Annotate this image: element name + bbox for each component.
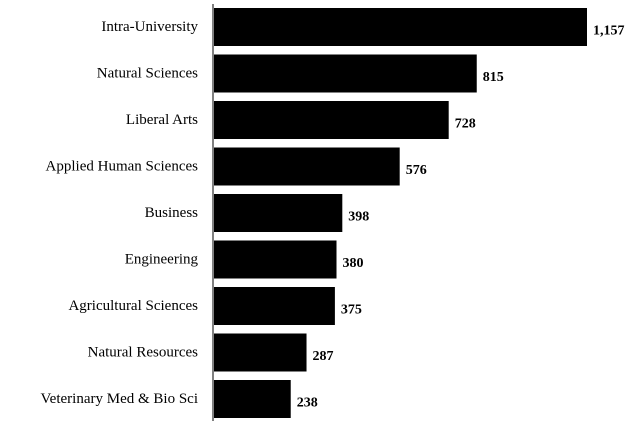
bar [214, 380, 291, 418]
category-labels-group: Intra-University Natural Sciences Liberal … [41, 19, 199, 407]
value-label: 398 [348, 210, 369, 225]
value-label: 815 [483, 70, 504, 85]
category-label: Natural Resources [88, 345, 199, 361]
value-label: 1,157 [593, 24, 625, 39]
category-label: Veterinary Med & Bio Sci [41, 391, 198, 407]
value-label: 238 [297, 396, 318, 411]
value-label: 380 [343, 256, 364, 271]
category-label: Applied Human Sciences [46, 159, 199, 175]
value-labels-group: 1,157 815 728 576 398 380 375 287 238 [297, 24, 625, 411]
bar [214, 147, 400, 186]
value-label: 728 [455, 117, 476, 132]
bar [214, 240, 337, 279]
bar [214, 54, 477, 93]
category-label: Business [145, 205, 199, 221]
bar [214, 101, 449, 139]
category-label: Liberal Arts [126, 112, 198, 128]
category-label: Natural Sciences [97, 66, 198, 82]
category-label: Intra-University [101, 19, 198, 35]
bar [214, 287, 335, 325]
category-label: Engineering [125, 252, 199, 268]
value-label: 375 [341, 303, 362, 318]
bar [214, 194, 343, 232]
bars-group [214, 8, 587, 418]
value-label: 287 [313, 349, 334, 364]
value-label: 576 [406, 163, 427, 178]
category-label: Agricultural Sciences [68, 298, 198, 314]
bar [214, 8, 587, 46]
bar [214, 333, 307, 372]
